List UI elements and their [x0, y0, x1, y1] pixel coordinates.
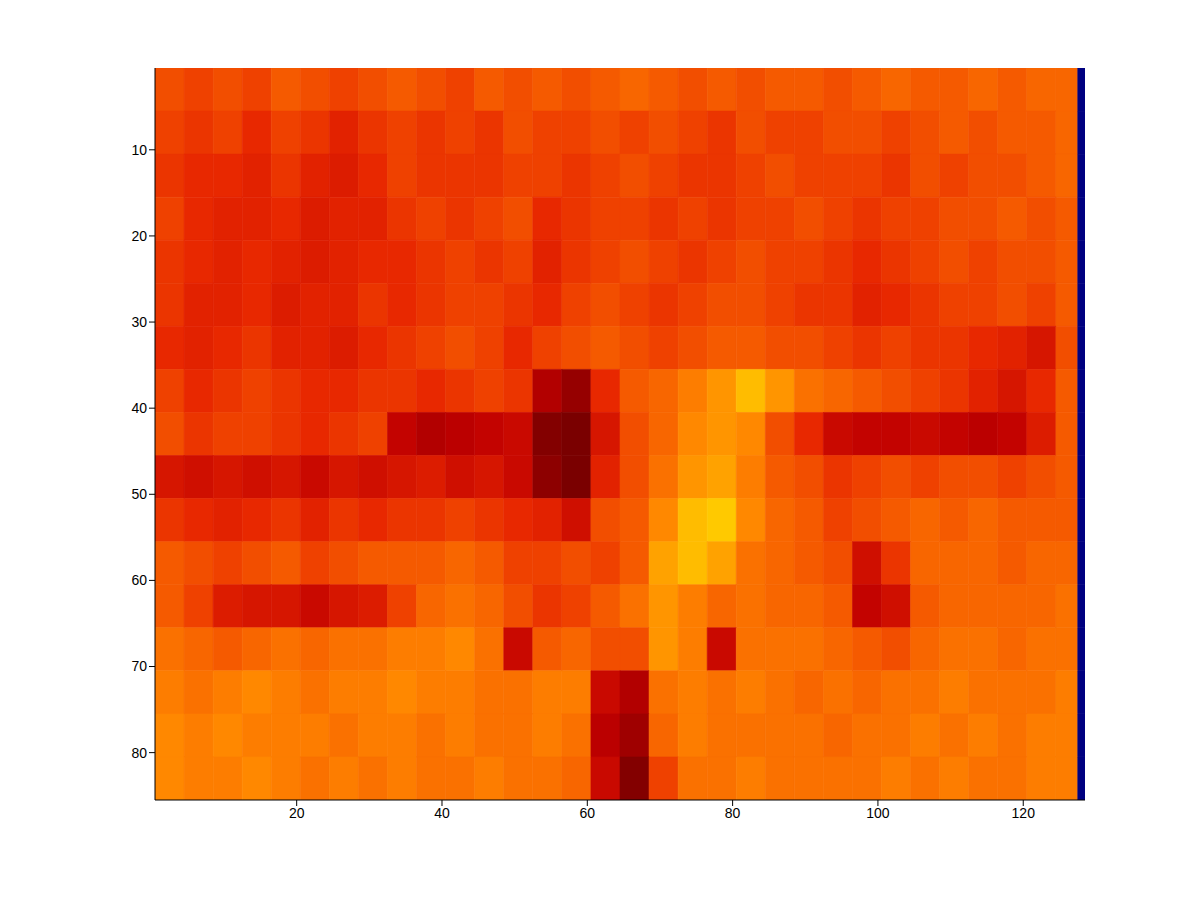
svg-text:80: 80: [131, 745, 147, 761]
svg-text:60: 60: [131, 572, 147, 588]
svg-text:60: 60: [580, 805, 596, 821]
svg-text:100: 100: [866, 805, 890, 821]
svg-text:120: 120: [1012, 805, 1036, 821]
svg-text:20: 20: [131, 228, 147, 244]
svg-text:20: 20: [289, 805, 305, 821]
svg-text:40: 40: [434, 805, 450, 821]
svg-text:40: 40: [131, 400, 147, 416]
svg-text:30: 30: [131, 314, 147, 330]
svg-text:10: 10: [131, 142, 147, 158]
svg-text:70: 70: [131, 658, 147, 674]
svg-text:80: 80: [725, 805, 741, 821]
svg-text:50: 50: [131, 486, 147, 502]
